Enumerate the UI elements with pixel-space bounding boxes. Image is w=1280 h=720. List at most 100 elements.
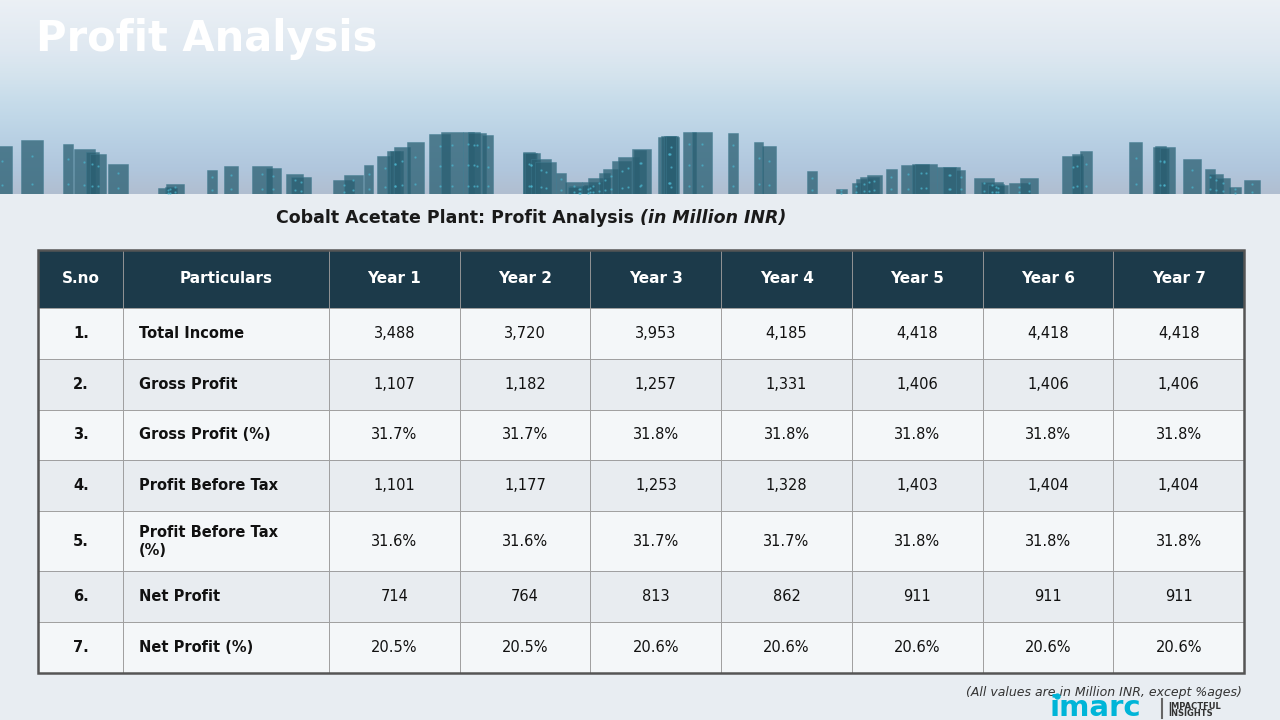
Text: S.no: S.no (61, 271, 100, 287)
Text: 1,257: 1,257 (635, 377, 677, 392)
Bar (584, 185, 595, 194)
Text: Net Profit: Net Profit (138, 589, 220, 604)
Bar (762, 146, 776, 194)
Text: Profit Before Tax: Profit Before Tax (138, 478, 278, 493)
Bar (852, 308, 983, 359)
Bar (856, 179, 872, 194)
Text: 31.8%: 31.8% (1025, 428, 1071, 443)
Text: Total Income: Total Income (138, 326, 243, 341)
Text: 3,720: 3,720 (504, 326, 547, 341)
Text: 3.: 3. (73, 428, 88, 443)
Bar (852, 410, 983, 460)
Bar (20, 140, 44, 194)
Text: 6.: 6. (73, 589, 88, 604)
Bar (721, 571, 852, 622)
Bar (664, 136, 676, 194)
Bar (634, 150, 645, 194)
Text: Profit Before Tax
(%): Profit Before Tax (%) (138, 525, 278, 558)
Bar (682, 132, 696, 194)
Bar (590, 622, 721, 672)
Bar (460, 571, 590, 622)
Bar (603, 168, 618, 194)
Bar (159, 188, 178, 194)
Text: Gross Profit (%): Gross Profit (%) (138, 428, 270, 443)
Text: 20.6%: 20.6% (1025, 640, 1071, 654)
Bar (90, 154, 105, 194)
Bar (1129, 143, 1142, 194)
Bar (852, 359, 983, 410)
Text: 20.6%: 20.6% (632, 640, 680, 654)
Bar (1079, 150, 1092, 194)
Bar (460, 250, 590, 308)
Text: 1,177: 1,177 (504, 478, 547, 493)
Bar (1114, 571, 1244, 622)
Bar (38, 308, 123, 359)
Bar (808, 171, 817, 194)
Bar (86, 152, 99, 194)
Text: 4,418: 4,418 (1028, 326, 1069, 341)
Bar (568, 186, 591, 194)
Bar (329, 308, 460, 359)
Text: Cobalt Acetate Plant: Profit Analysis: Cobalt Acetate Plant: Profit Analysis (276, 209, 640, 227)
Bar (123, 250, 329, 308)
Text: 5.: 5. (73, 534, 88, 549)
Text: 911: 911 (1034, 589, 1062, 604)
Bar (123, 308, 329, 359)
Bar (38, 571, 123, 622)
Text: Gross Profit: Gross Profit (138, 377, 237, 392)
Bar (460, 511, 590, 571)
Bar (460, 622, 590, 672)
Text: 1,406: 1,406 (896, 377, 938, 392)
Bar (329, 571, 460, 622)
Bar (123, 571, 329, 622)
Text: 31.8%: 31.8% (632, 428, 678, 443)
Text: Profit Analysis: Profit Analysis (36, 18, 378, 60)
Bar (522, 152, 535, 194)
Text: 1,253: 1,253 (635, 478, 677, 493)
Bar (123, 511, 329, 571)
Text: 1,328: 1,328 (765, 478, 808, 493)
Bar (467, 132, 486, 194)
Text: 31.7%: 31.7% (371, 428, 417, 443)
Text: 1,331: 1,331 (765, 377, 808, 392)
Bar (1062, 156, 1083, 194)
Text: 31.7%: 31.7% (632, 534, 678, 549)
Bar (333, 180, 353, 194)
Bar (974, 178, 995, 194)
Bar (460, 460, 590, 511)
Text: 1,404: 1,404 (1158, 478, 1199, 493)
Bar (123, 410, 329, 460)
Bar (852, 460, 983, 511)
Bar (38, 622, 123, 672)
Text: 714: 714 (380, 589, 408, 604)
Bar (956, 170, 965, 194)
Bar (983, 308, 1114, 359)
Bar (867, 175, 882, 194)
Bar (590, 571, 721, 622)
Bar (0, 146, 12, 194)
Bar (937, 167, 960, 194)
Text: 31.6%: 31.6% (371, 534, 417, 549)
Bar (1114, 460, 1244, 511)
Bar (721, 410, 852, 460)
Text: (in Million INR): (in Million INR) (640, 209, 786, 227)
Bar (590, 250, 721, 308)
Bar (618, 157, 639, 194)
Bar (123, 622, 329, 672)
Text: 31.7%: 31.7% (502, 428, 548, 443)
Text: 3,953: 3,953 (635, 326, 677, 341)
Text: 4,418: 4,418 (896, 326, 938, 341)
Bar (38, 359, 123, 410)
Bar (901, 166, 915, 194)
Bar (266, 168, 280, 194)
Text: 1,101: 1,101 (374, 478, 415, 493)
Text: 1,403: 1,403 (896, 478, 938, 493)
Bar (983, 460, 1114, 511)
Bar (1155, 146, 1166, 194)
Text: Year 4: Year 4 (759, 271, 814, 287)
Text: 31.8%: 31.8% (895, 428, 941, 443)
Bar (590, 511, 721, 571)
Bar (1114, 308, 1244, 359)
Bar (1244, 180, 1260, 194)
Text: (All values are in Million INR, except %ages): (All values are in Million INR, except %… (965, 686, 1242, 699)
